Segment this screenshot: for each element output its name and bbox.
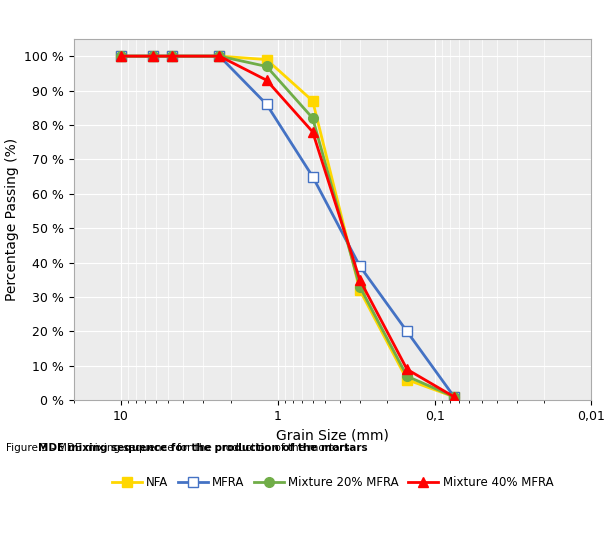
X-axis label: Grain Size (mm): Grain Size (mm): [276, 429, 389, 443]
Mixture 40% MFRA: [309, 128, 317, 135]
Line: Mixture 20% MFRA: Mixture 20% MFRA: [116, 51, 459, 402]
MFRA: [403, 328, 411, 335]
NFA: [403, 376, 411, 383]
Mixture 20% MFRA: [450, 394, 458, 400]
Line: MFRA: MFRA: [116, 51, 459, 402]
Mixture 20% MFRA: [403, 373, 411, 380]
Legend: NFA, MFRA, Mixture 20% MFRA, Mixture 40% MFRA: NFA, MFRA, Mixture 20% MFRA, Mixture 40%…: [107, 471, 558, 494]
Mixture 40% MFRA: [118, 53, 125, 59]
MFRA: [118, 53, 125, 59]
NFA: [168, 53, 176, 59]
MFRA: [168, 53, 176, 59]
Y-axis label: Percentage Passing (%): Percentage Passing (%): [5, 138, 18, 301]
Mixture 20% MFRA: [309, 115, 317, 121]
Text: MDE mixing sequence for the production of the mortars: MDE mixing sequence for the production o…: [38, 444, 368, 454]
Mixture 20% MFRA: [263, 63, 270, 70]
Line: NFA: NFA: [116, 51, 459, 402]
Mixture 40% MFRA: [149, 53, 156, 59]
NFA: [450, 394, 458, 400]
NFA: [263, 56, 270, 63]
Mixture 20% MFRA: [118, 53, 125, 59]
Mixture 20% MFRA: [356, 284, 363, 290]
NFA: [309, 97, 317, 104]
Mixture 20% MFRA: [149, 53, 156, 59]
MFRA: [216, 53, 223, 59]
Mixture 40% MFRA: [403, 366, 411, 373]
NFA: [118, 53, 125, 59]
Mixture 40% MFRA: [168, 53, 176, 59]
Mixture 40% MFRA: [216, 53, 223, 59]
MFRA: [450, 394, 458, 400]
MFRA: [356, 263, 363, 270]
NFA: [356, 287, 363, 294]
Line: Mixture 40% MFRA: Mixture 40% MFRA: [116, 51, 459, 402]
Text: Figure 3 - MDE mixing sequence for the production of the mortars: Figure 3 - MDE mixing sequence for the p…: [6, 444, 350, 454]
MFRA: [263, 101, 270, 108]
Mixture 40% MFRA: [356, 276, 363, 283]
Mixture 20% MFRA: [168, 53, 176, 59]
MFRA: [149, 53, 156, 59]
Mixture 40% MFRA: [450, 394, 458, 400]
Mixture 40% MFRA: [263, 77, 270, 83]
MFRA: [309, 173, 317, 180]
Mixture 20% MFRA: [216, 53, 223, 59]
NFA: [149, 53, 156, 59]
NFA: [216, 53, 223, 59]
